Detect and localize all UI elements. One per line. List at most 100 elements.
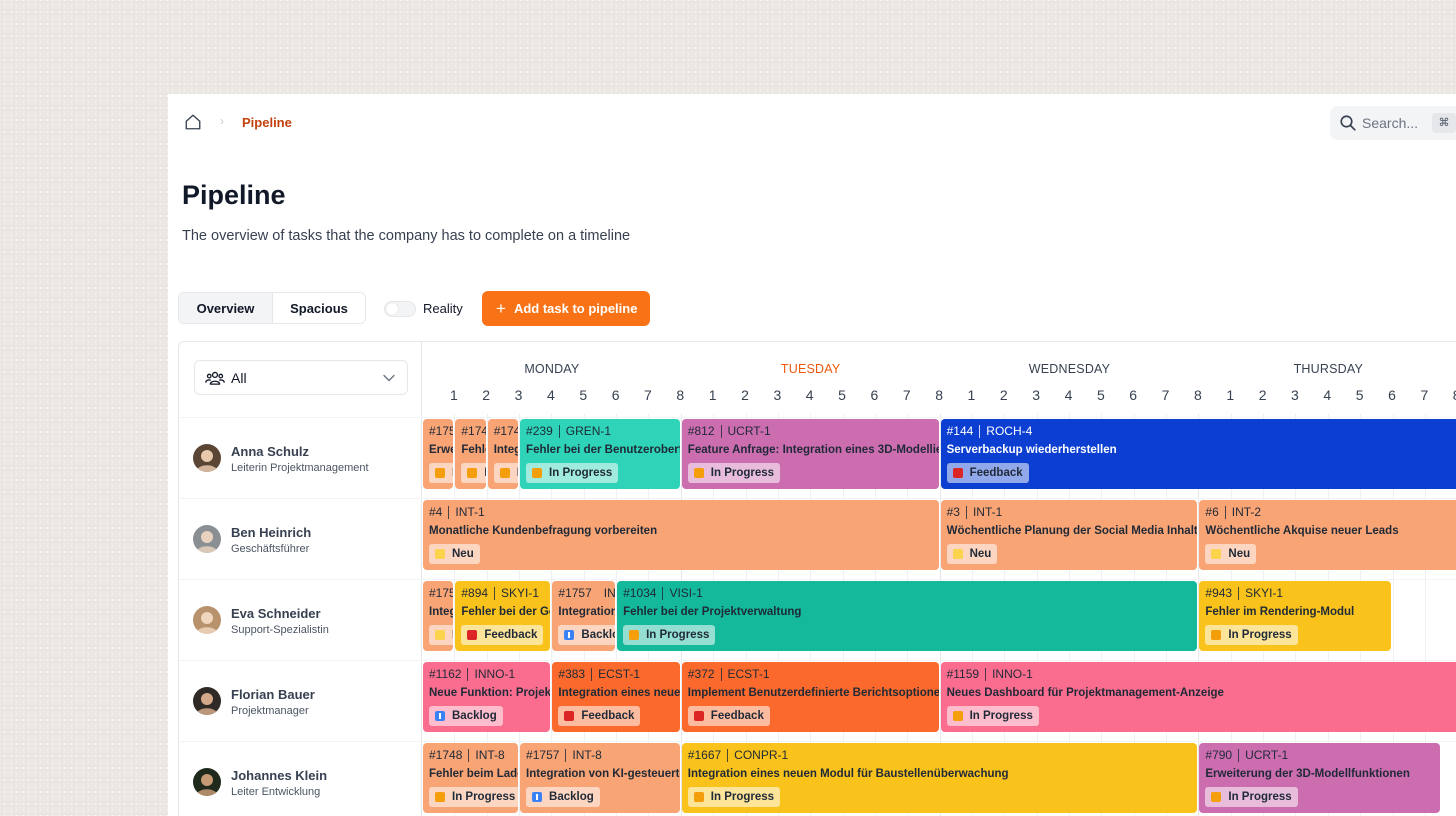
- task-title: Fehler: [461, 444, 485, 456]
- status-badge: In Progress: [946, 706, 1039, 726]
- task-card[interactable]: #1748 INT-8 Fehler beim Laden In Progress: [423, 743, 519, 813]
- page-title: Pipeline: [182, 180, 286, 210]
- task-card[interactable]: #372 ECST-1 Implement Benutzerdefinierte B…: [681, 662, 939, 732]
- task-id: #1667: [687, 748, 722, 762]
- status-badge: Neu: [946, 544, 998, 564]
- task-card[interactable]: #943 SKYI-1 Fehler im Rendering-Modul In Pr…: [1199, 581, 1392, 651]
- people-filter-select[interactable]: All: [194, 360, 408, 395]
- task-card[interactable]: #812 UCRT-1 Feature Anfrage: Integration e…: [681, 419, 939, 489]
- task-card[interactable]: #1159 INNO-1 Neues Dashboard für Projektma…: [940, 662, 1456, 732]
- breadcrumb-current[interactable]: Pipeline: [242, 115, 292, 130]
- task-title: Wöchentliche Akquise neuer Leads: [1205, 525, 1399, 537]
- task-meta: #894 SKYI-1: [461, 586, 550, 600]
- task-card[interactable]: #1034 VISI-1 Fehler bei der Projektverwalt…: [617, 581, 1198, 651]
- row-divider: [179, 417, 1456, 418]
- status-neu-icon: [435, 630, 445, 640]
- task-card[interactable]: #239 GREN-1 Fehler bei der Benutzeroberflä…: [520, 419, 680, 489]
- status-badge: In Progress: [429, 463, 454, 483]
- task-card[interactable]: #1162 INNO-1 Neue Funktion: Projektmanagem…: [423, 662, 551, 732]
- task-id: #1748: [429, 748, 463, 762]
- person-name: Florian Bauer: [231, 687, 315, 702]
- search-box[interactable]: ⌘: [1330, 106, 1456, 140]
- task-card[interactable]: #1753 Erweiterung In Progress: [423, 419, 454, 489]
- status-label: Neu: [1228, 548, 1251, 560]
- task-card[interactable]: #894 SKYI-1 Fehler bei der Geolokalisierun…: [455, 581, 551, 651]
- task-id: #1753: [429, 424, 453, 438]
- task-title: Fehler bei der Geolokalisierung: [461, 606, 550, 618]
- day-label: MONDAY: [524, 362, 580, 376]
- task-card[interactable]: #1756 Integration Neu: [423, 581, 454, 651]
- status-feedback-icon: [952, 468, 963, 478]
- status-badge: Backlog: [429, 706, 503, 726]
- task-card[interactable]: #3 INT-1 Wöchentliche Planung der Social M…: [940, 500, 1198, 570]
- status-label: In Progress: [710, 467, 775, 479]
- hour-label: 5: [1096, 387, 1105, 403]
- task-card[interactable]: #1757 INT-8 Integration von KI Backlog: [552, 581, 616, 651]
- view-switcher: Overview Spacious: [178, 292, 366, 324]
- task-card[interactable]: #4 INT-1 Monatliche Kundenbefragung vorber…: [423, 500, 939, 570]
- status-badge: In Progress: [526, 463, 619, 483]
- reality-toggle[interactable]: [384, 301, 416, 317]
- task-title: Neue Funktion: Projektmanagement: [429, 687, 551, 699]
- avatar: [193, 768, 221, 796]
- status-in-progress-icon: [1211, 630, 1222, 640]
- hour-label: 6: [1129, 387, 1138, 403]
- task-card[interactable]: #144 ROCH-4 Serverbackup wiederherstellen F…: [940, 419, 1456, 489]
- status-badge: In Progress: [429, 787, 519, 807]
- status-backlog-icon: [564, 630, 575, 640]
- task-id: #239: [526, 424, 553, 438]
- task-id: #790: [1205, 748, 1233, 762]
- task-code: GREN-1: [565, 424, 612, 438]
- view-spacious-button[interactable]: Spacious: [290, 300, 348, 316]
- task-code: UCRT-1: [1245, 748, 1289, 762]
- task-code: INNO-1: [474, 667, 516, 681]
- task-meta: #1757 INT-8: [558, 586, 615, 600]
- task-code: VISI-1: [669, 586, 703, 600]
- day-label: TUESDAY: [780, 362, 841, 376]
- task-id: #4: [429, 505, 443, 519]
- search-shortcut: ⌘: [1432, 113, 1456, 133]
- add-task-button[interactable]: + Add task to pipeline: [482, 291, 650, 326]
- task-code: INT-1: [455, 505, 485, 519]
- page-subtitle: The overview of tasks that the company h…: [182, 228, 631, 244]
- person-name: Ben Heinrich: [231, 525, 312, 540]
- task-card[interactable]: #1747 Integration In Progress: [487, 419, 519, 489]
- task-meta: #144 ROCH-4: [947, 424, 1456, 438]
- person-row: Florian Bauer Projektmanager: [179, 662, 422, 743]
- task-card[interactable]: #383 ECST-1 Integration eines neuen Moduls…: [552, 662, 680, 732]
- hour-label: 5: [1355, 387, 1364, 403]
- task-title: Fehler bei der Benutzeroberfläche: [526, 444, 680, 456]
- meta-separator: [1238, 586, 1240, 600]
- people-filter-label: All: [231, 370, 247, 386]
- hour-label: 6: [1388, 387, 1396, 403]
- meta-separator: [985, 667, 987, 681]
- task-card[interactable]: #6 INT-2 Wöchentliche Akquise neuer Leads N…: [1199, 500, 1456, 570]
- task-id: #383: [558, 667, 586, 681]
- view-overview-button[interactable]: Overview: [179, 293, 273, 323]
- grid-line: [1392, 414, 1394, 816]
- task-code: UCRT-1: [727, 424, 771, 438]
- task-id: #1757: [526, 748, 560, 762]
- status-badge: Neu: [1205, 544, 1257, 564]
- task-meta: #1034 VISI-1: [623, 586, 1197, 600]
- hour-label: 1: [967, 387, 976, 403]
- hour-label: 8: [1447, 387, 1456, 403]
- hour-label: 7: [644, 387, 652, 403]
- hour-label: 8: [676, 387, 685, 403]
- search-input[interactable]: [1362, 106, 1442, 140]
- task-card[interactable]: #1667 CONPR-1 Integration eines neuen Modu…: [681, 743, 1198, 813]
- status-in-progress-icon: [435, 792, 445, 802]
- task-card[interactable]: #790 UCRT-1 Erweiterung der 3D-Modellfunkt…: [1199, 743, 1441, 813]
- home-icon[interactable]: [184, 113, 202, 131]
- status-badge: Feedback: [946, 463, 1029, 483]
- task-card[interactable]: #1749 Fehler In Progress: [455, 419, 486, 489]
- status-in-progress-icon: [693, 468, 704, 478]
- hour-label: 1: [449, 387, 458, 403]
- task-meta: #372 ECST-1: [688, 667, 939, 681]
- hour-label: 7: [902, 387, 911, 403]
- task-card[interactable]: #1757 INT-8 Integration von KI-gesteuerten…: [520, 743, 680, 813]
- status-badge: Neu: [429, 544, 480, 564]
- hour-label: 2: [482, 387, 491, 403]
- meta-separator: [720, 424, 722, 438]
- status-label: Feedback: [484, 629, 538, 641]
